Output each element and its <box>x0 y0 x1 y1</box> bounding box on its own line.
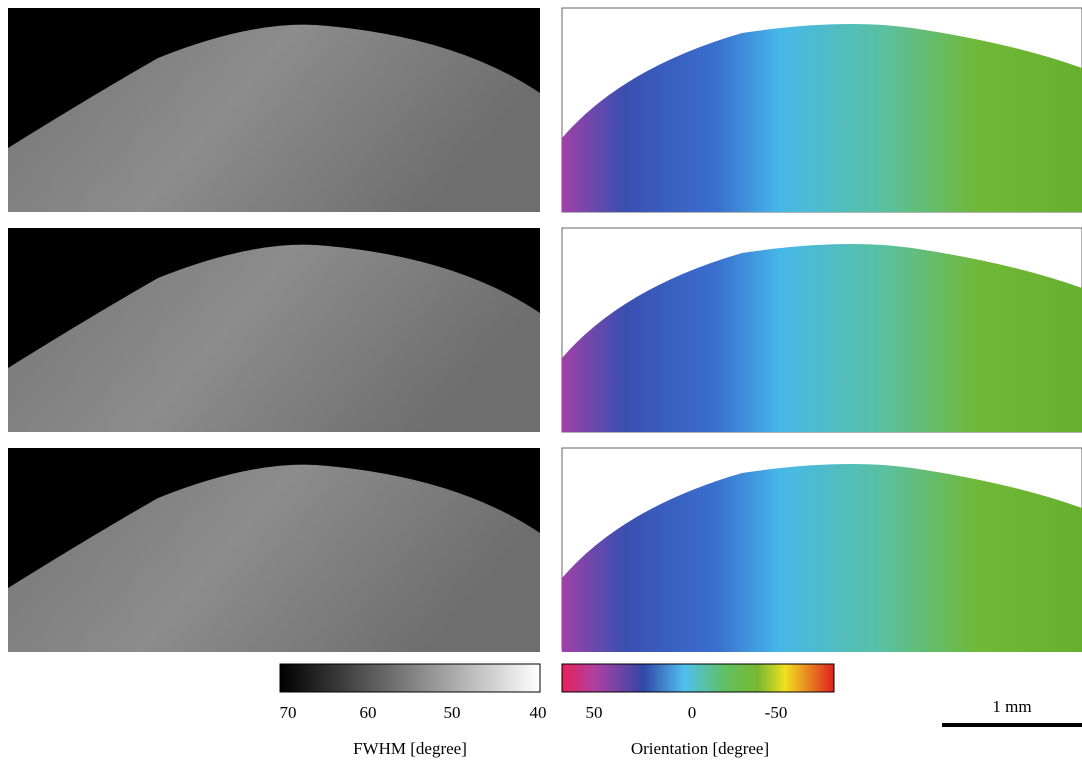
colorbar-label: Orientation [degree] <box>631 739 769 758</box>
colorbar-ticks: 70 60 50 40 50 0 -50 <box>280 703 788 722</box>
tick-label: 50 <box>444 703 461 722</box>
tick-label: 40 <box>530 703 547 722</box>
tick-label: 60 <box>360 703 377 722</box>
tick-label: 0 <box>688 703 697 722</box>
orientation-colorbar <box>561 663 835 693</box>
tick-label: -50 <box>765 703 788 722</box>
scale-bar-label: 1 mm <box>992 697 1031 716</box>
tick-label: 50 <box>586 703 603 722</box>
orientation-maps <box>561 7 1082 652</box>
colorbar-label: FWHM [degree] <box>353 739 467 758</box>
fwhm-colorbar <box>279 663 541 693</box>
tick-label: 70 <box>280 703 297 722</box>
fwhm-maps <box>8 8 540 652</box>
